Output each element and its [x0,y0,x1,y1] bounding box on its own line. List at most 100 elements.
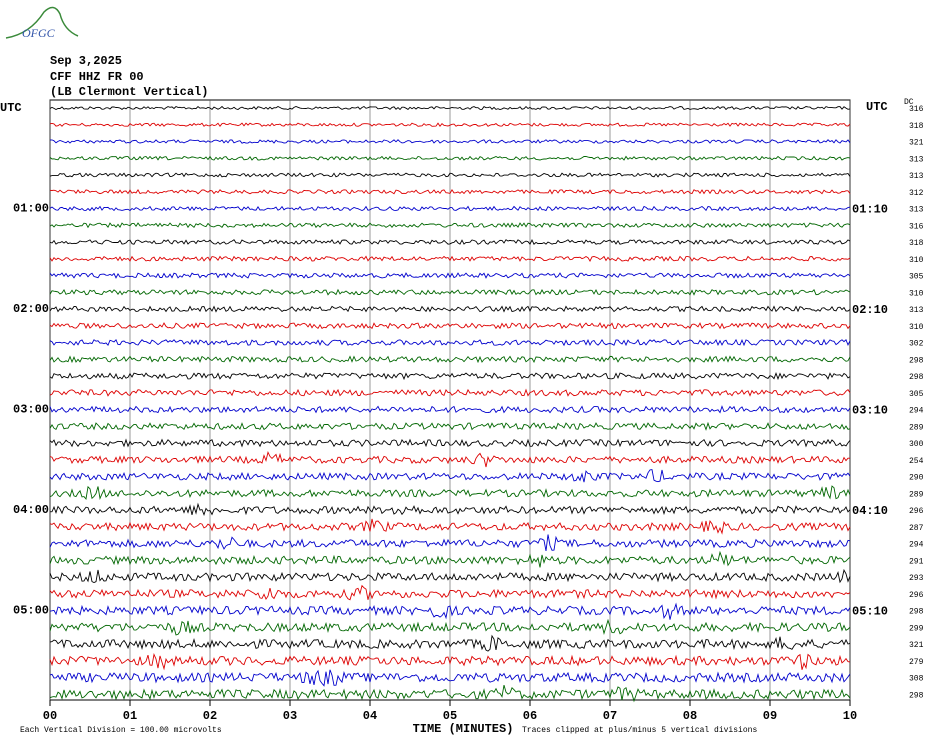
dc-value: 291 [909,557,924,566]
dc-value: 254 [909,457,924,466]
dc-value: 298 [909,691,924,700]
row-time-right: 04:10 [852,504,888,518]
dc-value: 310 [909,323,924,332]
dc-value: 313 [909,306,924,315]
trace [49,634,851,652]
trace [49,450,850,468]
trace [49,188,851,195]
dc-value: 300 [909,440,924,449]
row-time-left: 04:00 [13,503,49,517]
dc-value: 287 [909,524,924,533]
dc-value: 321 [909,139,924,148]
trace [49,139,851,144]
dc-value: 313 [909,155,924,164]
dc-value: 305 [909,273,924,282]
trace [49,172,851,178]
trace [49,122,851,127]
dc-value: 321 [909,641,924,650]
dc-value: 294 [909,541,924,550]
dc-value: 318 [909,122,924,131]
row-time-right: 02:10 [852,303,888,317]
trace [49,305,851,313]
trace [49,684,851,703]
trace [49,652,851,671]
x-tick-label: 09 [763,709,777,723]
dc-value: 294 [909,407,924,416]
trace [49,518,851,535]
x-tick-label: 10 [843,709,857,723]
trace [49,502,851,517]
trace [49,469,851,483]
row-time-left: 05:00 [13,604,49,618]
row-time-left: 03:00 [13,403,49,417]
dc-value: 293 [909,574,924,583]
trace [49,372,851,381]
station: CFF HHZ FR 00 [50,70,144,84]
row-time-left: 02:00 [13,302,49,316]
trace [49,568,851,584]
trace [49,388,851,397]
trace [49,534,851,551]
logo-text: OFGC [22,26,56,40]
dc-value: 310 [909,289,924,298]
trace [49,255,851,262]
trace [49,205,851,212]
dc-value: 302 [909,340,924,349]
trace [49,338,851,347]
dc-value: 289 [909,490,924,499]
x-tick-label: 08 [683,709,697,723]
dc-value: 310 [909,256,924,265]
trace [49,222,851,229]
trace [49,238,851,246]
trace [49,438,851,448]
row-time-right: 05:10 [852,605,888,619]
dc-value: 316 [909,105,924,114]
x-tick-label: 06 [523,709,537,723]
x-title: TIME (MINUTES) [413,722,514,736]
x-tick-label: 00 [43,709,57,723]
x-tick-label: 02 [203,709,217,723]
trace [49,485,851,501]
row-time-right: 03:10 [852,404,888,418]
dc-value: 298 [909,608,924,617]
dc-value: 313 [909,172,924,181]
trace [49,272,851,279]
row-time-left: UTC [0,101,22,115]
trace [49,155,851,161]
dc-value: 308 [909,675,924,684]
clip-note: Traces clipped at plus/minus 5 vertical … [522,726,757,735]
trace [49,618,851,636]
dc-value: 312 [909,189,924,198]
dc-value: 316 [909,222,924,231]
dc-value: 299 [909,624,924,633]
dc-title: DC [904,98,914,107]
dc-value: 305 [909,390,924,399]
trace [49,584,851,601]
dc-value: 279 [909,658,924,667]
date: Sep 3,2025 [50,54,122,68]
dc-value: 313 [909,206,924,215]
x-tick-label: 03 [283,709,297,723]
dc-value: 289 [909,423,924,432]
trace [49,421,851,431]
location: (LB Clermont Vertical) [50,85,208,99]
trace [49,669,851,687]
x-tick-label: 04 [363,709,377,723]
dc-value: 290 [909,474,924,483]
logo-mark [5,6,79,39]
dc-value: 318 [909,239,924,248]
trace [49,550,851,568]
x-tick-label: 07 [603,709,617,723]
trace [49,405,851,414]
dc-value: 298 [909,373,924,382]
right-title: UTC [866,100,888,114]
dc-value: 298 [909,356,924,365]
scale-note: Each Vertical Division = 100.00 microvol… [20,726,222,735]
x-tick-label: 01 [123,709,137,723]
row-time-right: 01:10 [852,203,888,217]
trace [49,288,851,296]
trace [49,355,851,364]
trace [49,602,851,620]
trace [49,105,851,111]
